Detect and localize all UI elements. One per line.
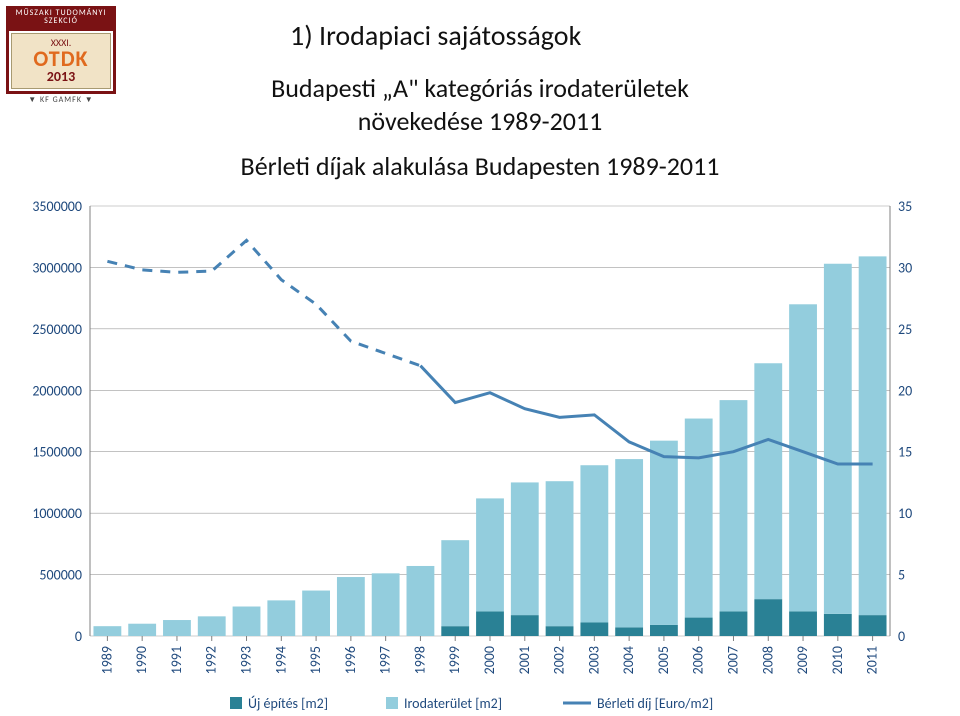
y-left-tick-label: 2000000: [32, 382, 82, 399]
bar: [650, 441, 678, 625]
x-tick-label: 2007: [724, 646, 741, 674]
y-right-tick-label: 20: [898, 382, 912, 399]
bar: [754, 363, 782, 599]
bar: [511, 482, 539, 615]
bar: [720, 400, 748, 611]
x-tick-label: 1994: [272, 646, 289, 674]
bar: [685, 419, 713, 618]
bar: [407, 566, 435, 636]
y-left-tick-label: 3000000: [32, 259, 82, 276]
legend-label: Irodaterület [m2]: [404, 695, 502, 712]
y-left-tick-label: 3500000: [32, 198, 82, 215]
bar: [650, 625, 678, 636]
logo-abbrev: OTDK: [12, 48, 110, 70]
legend-swatch: [386, 697, 398, 709]
y-right-tick-label: 10: [898, 505, 912, 522]
x-tick-label: 2005: [655, 646, 672, 674]
x-tick-label: 1997: [377, 646, 394, 674]
bar: [163, 620, 191, 636]
x-tick-label: 1998: [411, 646, 428, 674]
x-tick-label: 2010: [829, 646, 846, 674]
bar: [546, 626, 574, 636]
x-tick-label: 1991: [168, 646, 185, 674]
bar: [789, 611, 817, 636]
subtitle-line1: Budapesti „A" kategóriás irodaterületek: [0, 72, 960, 104]
bar: [511, 615, 539, 636]
line-dashed: [107, 240, 420, 365]
bar: [546, 481, 574, 626]
x-tick-label: 2001: [516, 646, 533, 674]
bar: [372, 573, 400, 636]
y-right-tick-label: 5: [898, 567, 905, 584]
x-tick-label: 1999: [446, 646, 463, 674]
bar: [580, 465, 608, 622]
bar: [441, 626, 469, 636]
bar: [198, 616, 226, 636]
bar: [824, 264, 852, 614]
x-tick-label: 1992: [203, 646, 220, 674]
chart-svg: 0 500000 1000000 1500000 2000000 2500000 30000…: [0, 196, 960, 716]
x-tick-label: 2009: [794, 646, 811, 674]
bar: [859, 615, 887, 636]
subtitle-line2: növekedése 1989-2011: [0, 105, 960, 137]
y-right-tick-label: 0: [898, 628, 905, 645]
bar: [754, 599, 782, 636]
y-right-tick-label: 25: [898, 321, 912, 338]
bar: [859, 256, 887, 615]
y-left-tick-label: 1000000: [32, 505, 82, 522]
x-tick-label: 2011: [864, 646, 881, 674]
bar: [128, 624, 156, 636]
legend-swatch: [230, 697, 242, 709]
bar: [476, 611, 504, 636]
y-left-tick-label: 2500000: [32, 321, 82, 338]
y-right-tick-label: 15: [898, 444, 912, 461]
bar: [685, 618, 713, 636]
x-tick-label: 1989: [98, 646, 115, 674]
x-tick-label: 2008: [759, 646, 776, 674]
bar: [337, 577, 365, 636]
x-tick-label: 2004: [620, 646, 637, 674]
x-tick-label: 2006: [690, 646, 707, 674]
y-left-tick-label: 1500000: [32, 444, 82, 461]
y-left-tick-label: 500000: [39, 567, 82, 584]
bar: [615, 459, 643, 627]
x-tick-label: 1990: [133, 646, 150, 674]
x-tick-label: 2003: [585, 646, 602, 674]
legend-label: Bérleti díj [Euro/m2]: [597, 695, 713, 712]
bar: [580, 622, 608, 636]
bar: [302, 591, 330, 636]
bar: [476, 498, 504, 611]
x-tick-label: 1995: [307, 646, 324, 674]
bar: [789, 304, 817, 611]
bar: [441, 540, 469, 626]
bar: [720, 611, 748, 636]
bar: [233, 607, 261, 636]
y-left-tick-label: 0: [75, 628, 82, 645]
x-tick-label: 2000: [481, 646, 498, 674]
subtitle-line3: Bérleti díjak alakulása Budapesten 1989-…: [0, 150, 960, 182]
x-tick-label: 1993: [238, 646, 255, 674]
x-tick-label: 1996: [342, 646, 359, 674]
bar: [93, 626, 121, 636]
page-title: 1) Irodapiaci sajátosságok: [290, 18, 581, 53]
bar: [824, 614, 852, 636]
bar: [267, 600, 295, 636]
y-right-tick-label: 30: [898, 259, 912, 276]
logo-section-label: MŰSZAKI TUDOMÁNYI SZEKCIÓ: [6, 6, 116, 28]
y-right-tick-label: 35: [898, 198, 912, 215]
legend-label: Új építés [m2]: [248, 695, 328, 712]
x-tick-label: 2002: [551, 646, 568, 674]
bar: [615, 627, 643, 636]
